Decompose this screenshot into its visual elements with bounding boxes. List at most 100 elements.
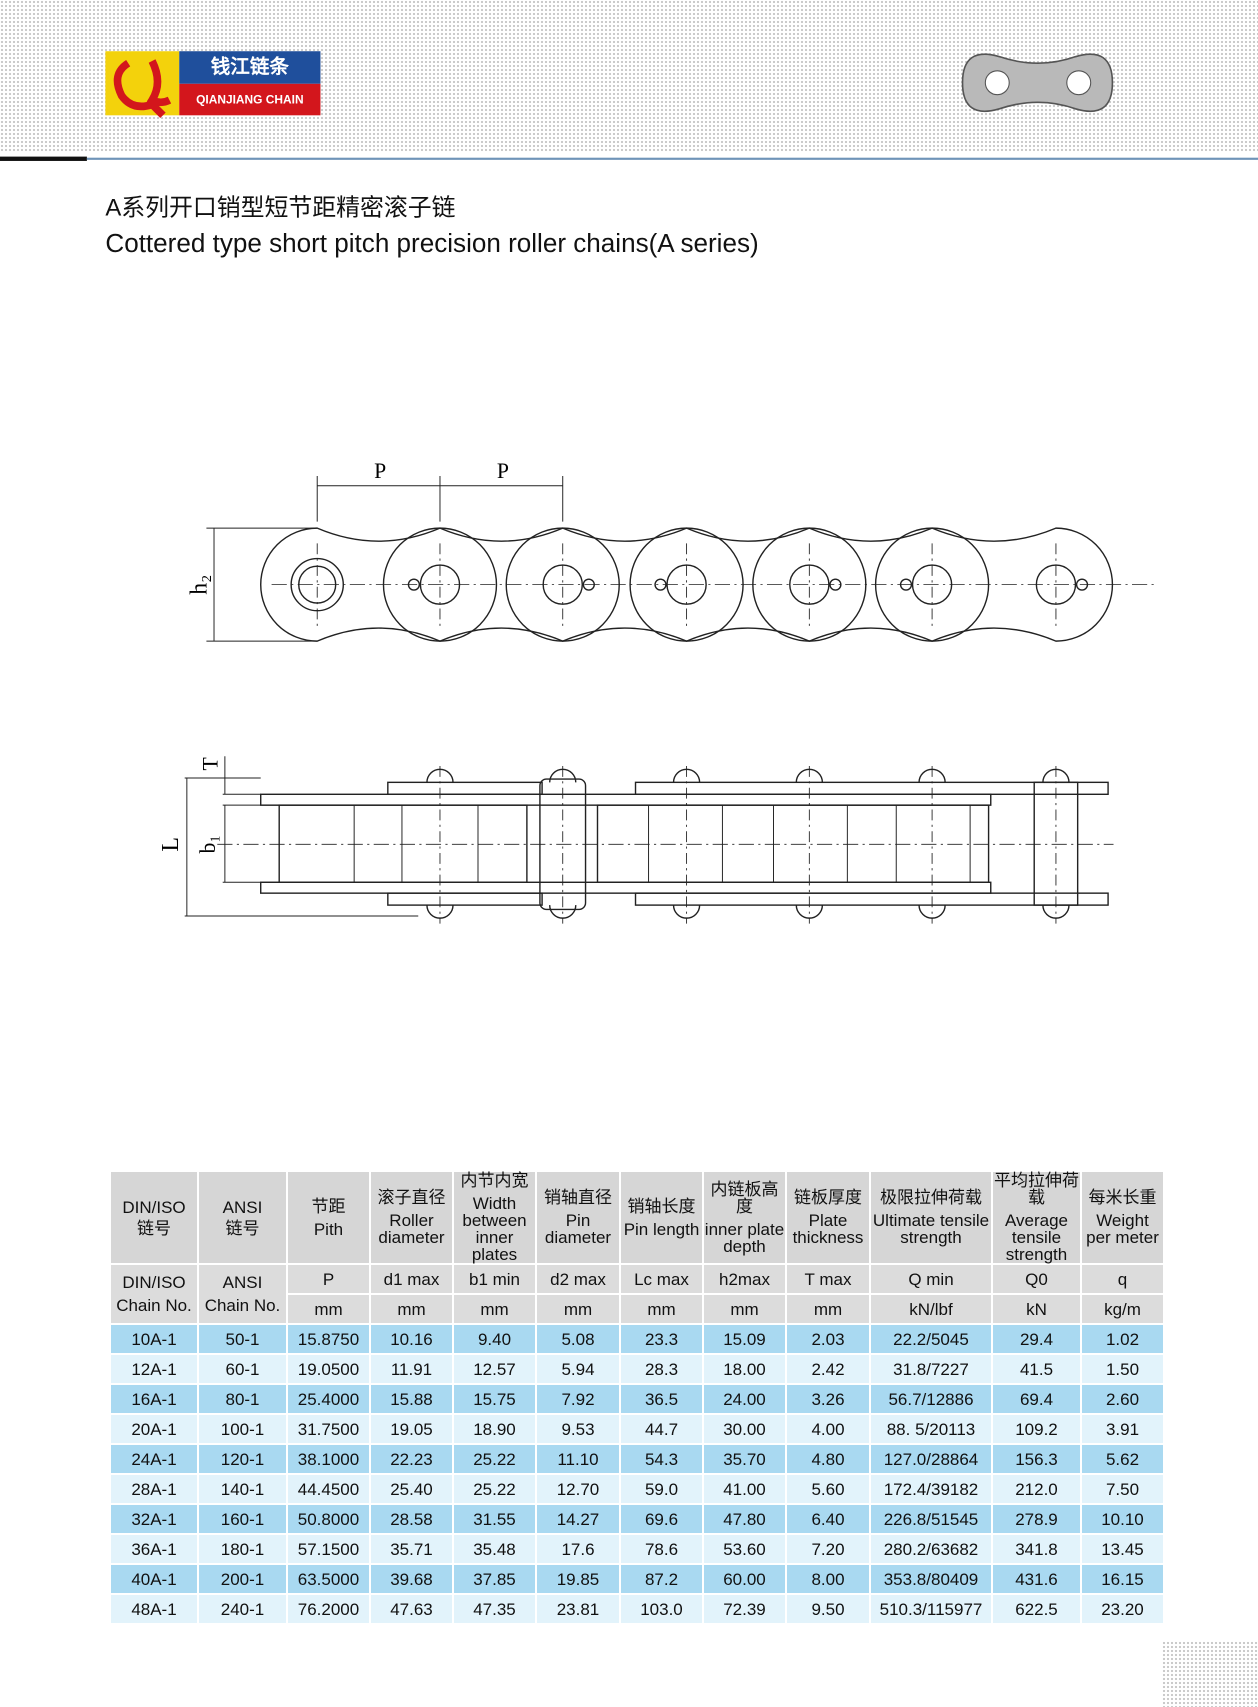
table-cell: 16.15 xyxy=(1080,1563,1165,1595)
header-unit: mm xyxy=(286,1293,371,1325)
header-cell: DIN/ISO Chain No. xyxy=(109,1263,199,1325)
dimension-label: h₂ xyxy=(186,574,212,594)
table-cell: 11.91 xyxy=(369,1353,454,1385)
table-cell: 1.02 xyxy=(1080,1323,1165,1355)
table-cell: 47.80 xyxy=(702,1503,787,1535)
table-cell: 63.5000 xyxy=(286,1563,371,1595)
table-row: DIN/ISO 链号 ANSI 链号 节距 Pith 滚子直径 Roller diameter… xyxy=(109,1170,1165,1265)
table-cell: 120-1 xyxy=(197,1443,288,1475)
table-cell: 7.20 xyxy=(785,1533,871,1565)
table-cell: 7.50 xyxy=(1080,1473,1165,1505)
table-cell: 10.16 xyxy=(369,1323,454,1355)
table-cell: 69.4 xyxy=(991,1383,1082,1415)
table-cell: 44.4500 xyxy=(286,1473,371,1505)
table-cell: 22.23 xyxy=(369,1443,454,1475)
table-cell: 15.09 xyxy=(702,1323,787,1355)
header-en: Average tensile strength xyxy=(1004,1211,1068,1264)
table-cell: 60.00 xyxy=(702,1563,787,1595)
logo-glyph xyxy=(113,59,172,119)
table-row: 48A-1 240-1 76.2000 47.63 47.35 23.81 103.0 72.… xyxy=(109,1593,1165,1625)
table-cell: 353.8/80409 xyxy=(869,1563,993,1595)
table-cell: 100-1 xyxy=(197,1413,288,1445)
header-cn: 内节内宽 xyxy=(460,1171,529,1190)
header-cn: 平均拉伸荷载 xyxy=(994,1171,1079,1207)
chain-diagram xyxy=(184,475,1157,924)
table-cell: 12.70 xyxy=(535,1473,621,1505)
table-cell: 50-1 xyxy=(197,1323,288,1355)
header-cn: 链板厚度 xyxy=(794,1188,862,1207)
pin-head xyxy=(795,905,824,919)
table-cell: 35.71 xyxy=(369,1533,454,1565)
header-unit: mm xyxy=(785,1293,871,1325)
table-cell: 8.00 xyxy=(785,1563,871,1595)
header-symbol: d2 max xyxy=(535,1263,621,1295)
table-cell: 35.48 xyxy=(452,1533,537,1565)
table-row: 16A-1 80-1 25.4000 15.88 15.75 7.92 36.5 24.00 3… xyxy=(109,1383,1165,1415)
link-pin xyxy=(539,778,587,911)
table-cell: 510.3/115977 xyxy=(869,1593,993,1625)
table-cell: 431.6 xyxy=(991,1563,1082,1595)
dimension-label: P xyxy=(497,459,509,483)
table-cell: 69.6 xyxy=(619,1503,704,1535)
header-symbol: Q min xyxy=(869,1263,993,1295)
header-unit: mm xyxy=(452,1293,537,1325)
table-cell: 9.50 xyxy=(785,1593,871,1625)
outer-plate xyxy=(634,892,1109,906)
header-cn: 滚子直径 xyxy=(377,1188,446,1207)
table-cell: 54.3 xyxy=(619,1443,704,1475)
footer-pattern xyxy=(1162,1641,1258,1707)
table-cell: 47.35 xyxy=(452,1593,537,1625)
table-cell: 36A-1 xyxy=(109,1533,199,1565)
table-cell: 72.39 xyxy=(702,1593,787,1625)
header-cn: 销轴直径 xyxy=(544,1188,612,1207)
table-cell: 5.94 xyxy=(535,1353,621,1385)
table-row: 40A-1 200-1 63.5000 39.68 37.85 19.85 87.2 60.0… xyxy=(109,1563,1165,1595)
table-cell: 31.55 xyxy=(452,1503,537,1535)
table-cell: 5.62 xyxy=(1080,1443,1165,1475)
dimension-label: L xyxy=(158,837,184,852)
table-cell: 28A-1 xyxy=(109,1473,199,1505)
table-cell: 278.9 xyxy=(991,1503,1082,1535)
table-cell: 156.3 xyxy=(991,1443,1082,1475)
table-cell: 25.22 xyxy=(452,1443,537,1475)
table-cell: 6.40 xyxy=(785,1503,871,1535)
table-cell: 25.22 xyxy=(452,1473,537,1505)
logo-en-box xyxy=(179,83,321,116)
pin-head xyxy=(548,905,577,919)
spec-table: DIN/ISO 链号 ANSI 链号 节距 Pith 滚子直径 Roller diameter… xyxy=(109,1170,1165,1625)
table-row: mm mm mm mm mm mm mm kN/lbf kN kg/m xyxy=(110,1293,1165,1325)
pin-head xyxy=(426,768,454,783)
table-cell: 1.50 xyxy=(1080,1353,1165,1385)
header-symbol: Q0 xyxy=(991,1263,1082,1295)
logo-cn-box xyxy=(179,51,321,84)
table-row: 12A-1 60-1 19.0500 11.91 12.57 5.94 28.3 18.00 2… xyxy=(109,1353,1165,1385)
header-unit: mm xyxy=(702,1293,787,1325)
header-en: ANSI xyxy=(222,1197,263,1217)
table-cell: 10.10 xyxy=(1080,1503,1165,1535)
table-cell: 56.7/12886 xyxy=(869,1383,993,1415)
table-cell: 16A-1 xyxy=(109,1383,199,1415)
header-en: Pin diameter xyxy=(544,1211,612,1247)
table-cell: 19.0500 xyxy=(286,1353,371,1385)
outer-plate xyxy=(387,892,543,906)
table-cell: 25.40 xyxy=(369,1473,454,1505)
table-cell: 23.3 xyxy=(619,1323,704,1355)
roller xyxy=(596,804,990,883)
table-cell: 19.85 xyxy=(535,1563,621,1595)
table-cell: 12.57 xyxy=(452,1353,537,1385)
header-en: inner plate depth xyxy=(704,1219,785,1256)
table-row: 36A-1 180-1 57.1500 35.71 35.48 17.6 78.6 53.60… xyxy=(109,1533,1165,1565)
table-cell: 87.2 xyxy=(619,1563,704,1595)
table-cell: 59.0 xyxy=(619,1473,704,1505)
table-cell: 9.40 xyxy=(452,1323,537,1355)
table-cell: 19.05 xyxy=(369,1413,454,1445)
table-cell: 18.90 xyxy=(452,1413,537,1445)
table-cell: 109.2 xyxy=(991,1413,1082,1445)
pin-head xyxy=(918,768,946,783)
table-cell: 24A-1 xyxy=(109,1443,199,1475)
table-cell: 48A-1 xyxy=(109,1593,199,1625)
table-cell: 15.75 xyxy=(452,1383,537,1415)
chain-plate xyxy=(874,527,1114,642)
